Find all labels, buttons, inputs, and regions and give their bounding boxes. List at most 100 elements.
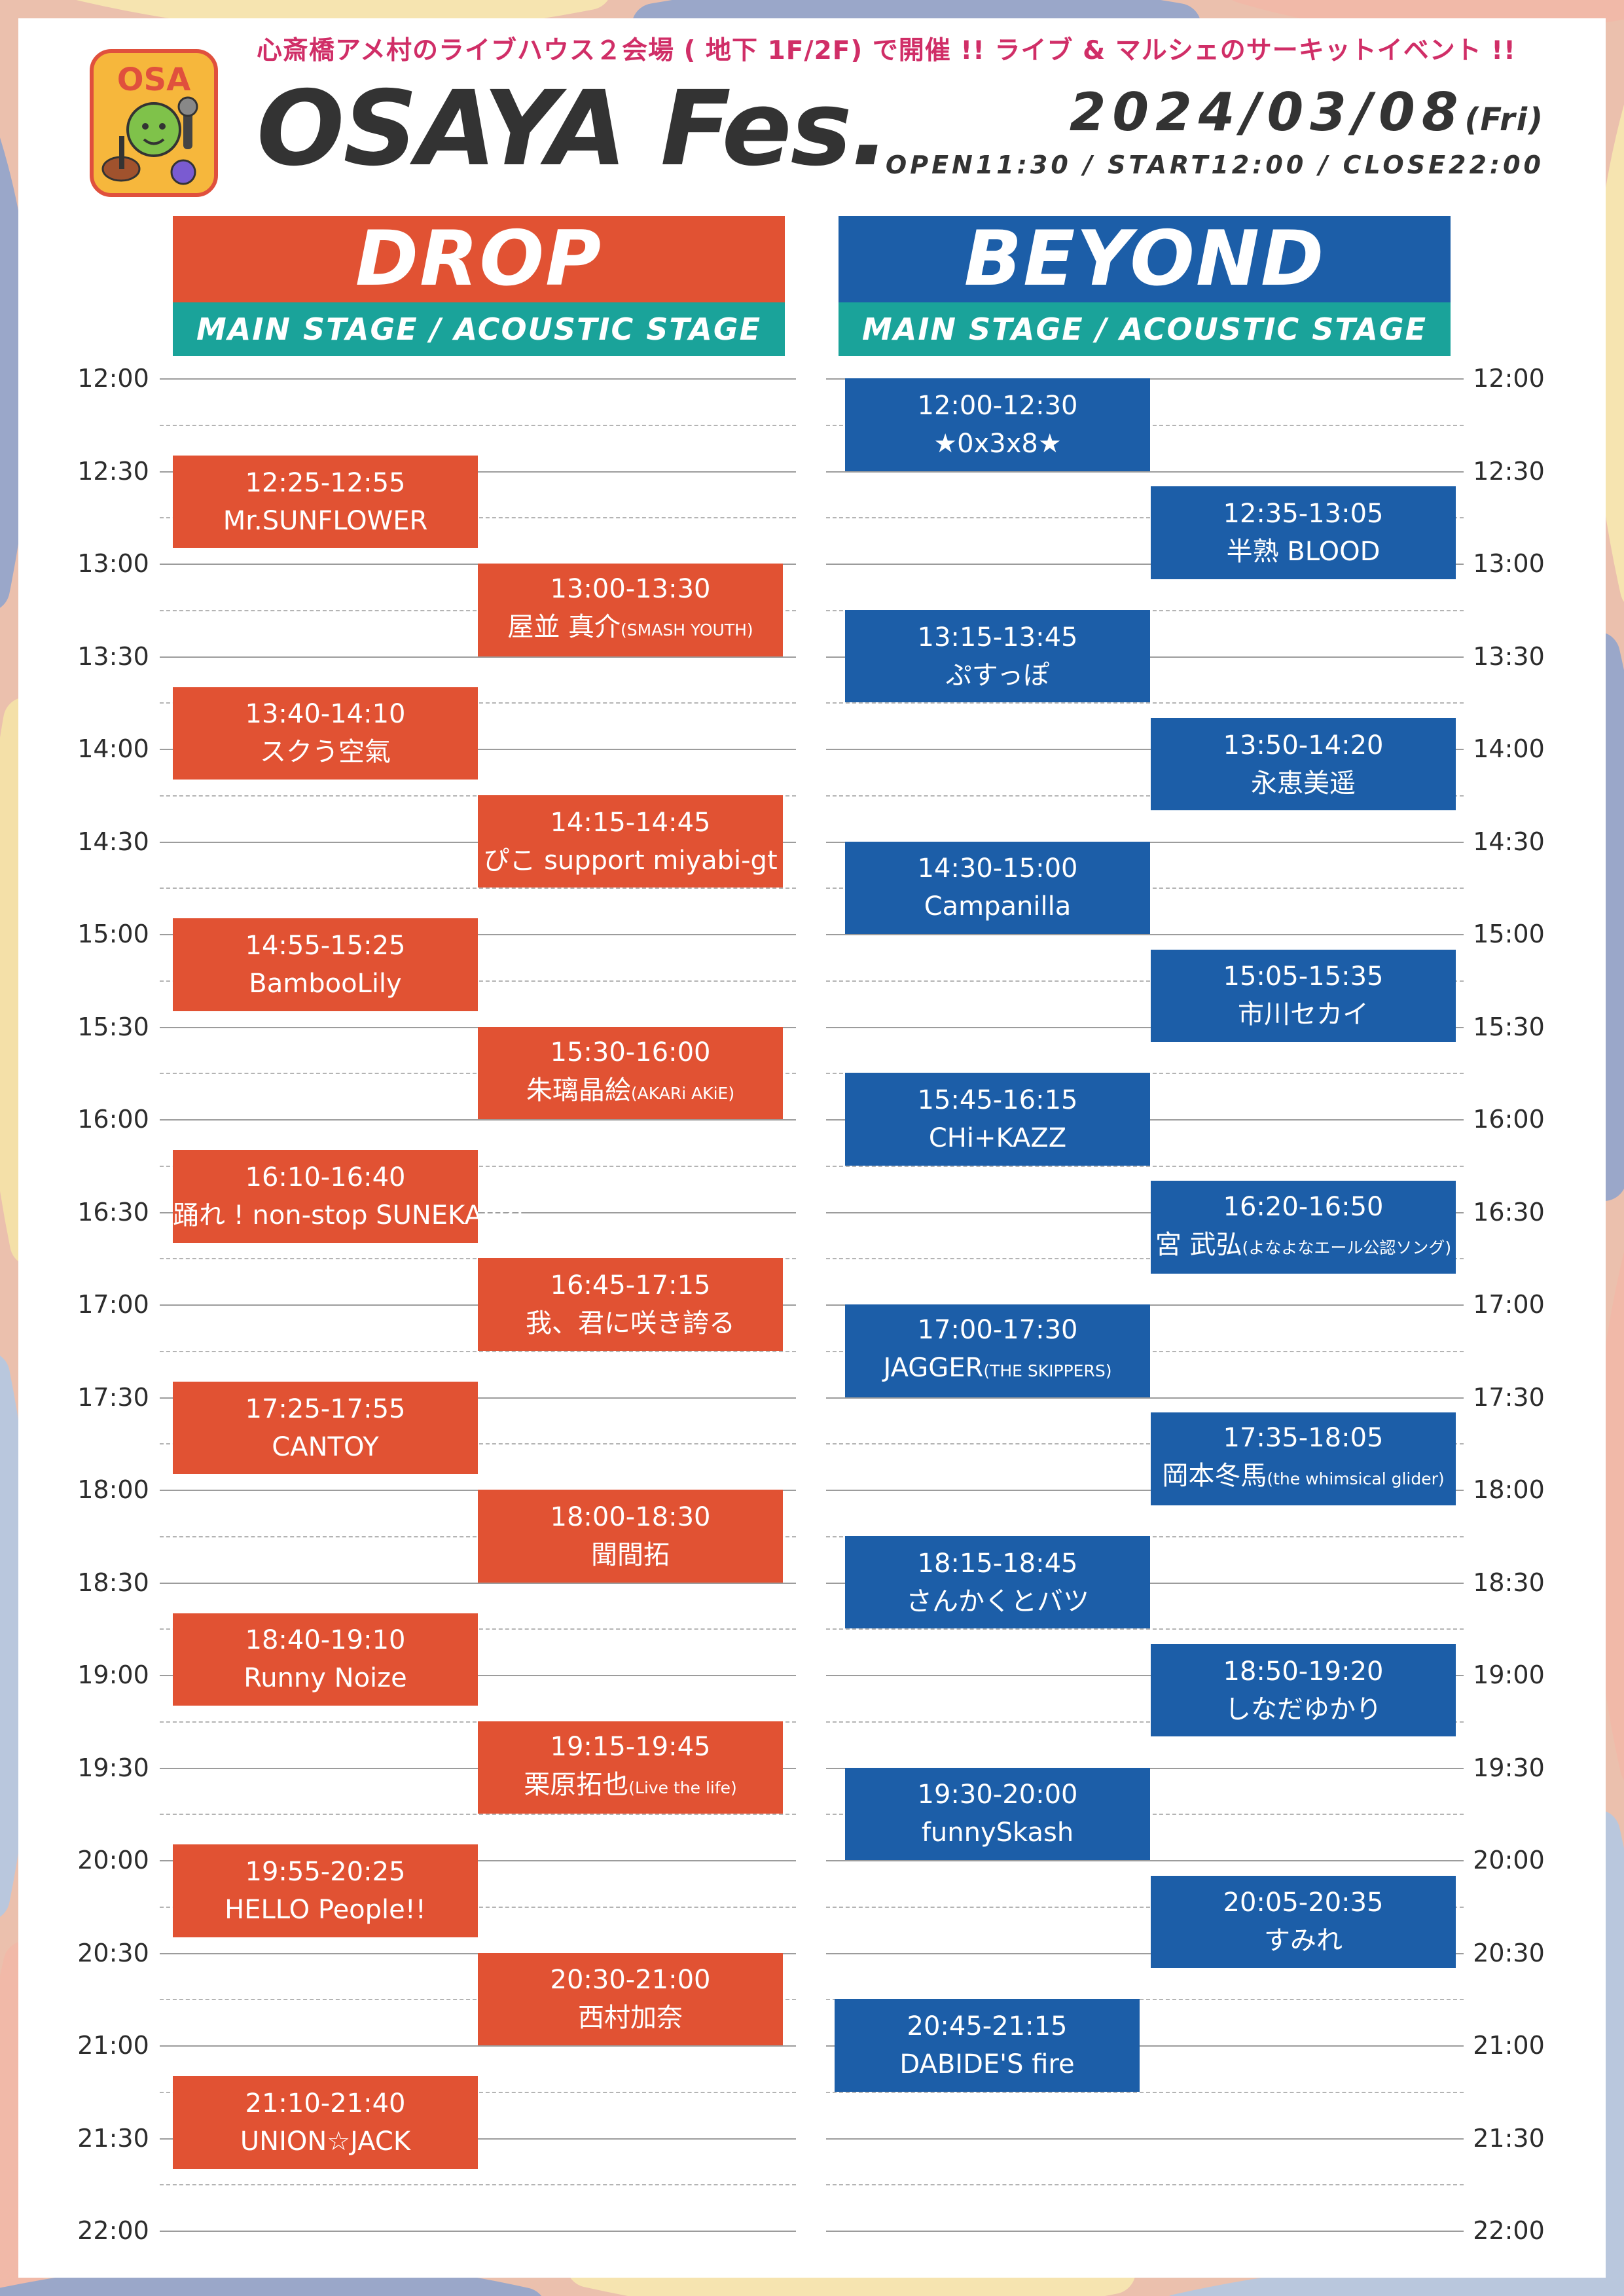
time-label-left: 16:30 xyxy=(77,1197,149,1227)
drop-slot: 13:40-14:10 スクう空氣 xyxy=(173,687,478,780)
hour-gridline xyxy=(826,1860,1464,1861)
artist-name: 踊れ ! non-stop SUNEKAJIRI xyxy=(173,1200,524,1230)
event-date: 2024/03/08(Fri) xyxy=(1070,86,1544,139)
slot-artist: Runny Noize xyxy=(173,1659,478,1697)
time-label-right: 20:30 xyxy=(1473,1938,1545,1967)
slot-artist: DABIDE'S fire xyxy=(835,2045,1140,2083)
time-label-left: 18:00 xyxy=(77,1475,149,1504)
time-label-left: 17:00 xyxy=(77,1290,149,1319)
drop-slot: 18:00-18:30 聞間拓 xyxy=(478,1490,783,1583)
slot-time: 13:50-14:20 xyxy=(1223,730,1384,761)
slot-time: 16:20-16:50 xyxy=(1223,1191,1384,1222)
drop-slot: 17:25-17:55 CANTOY xyxy=(173,1381,478,1475)
slot-artist: 朱璃晶絵(AKARi AKiE) xyxy=(478,1071,783,1113)
quarter-gridline xyxy=(826,1443,1464,1445)
quarter-gridline xyxy=(160,1906,796,1908)
time-label-right: 12:00 xyxy=(1473,364,1545,393)
event-title: OSAYA Fes. xyxy=(257,69,890,189)
quarter-gridline xyxy=(160,2091,796,2093)
time-label-right: 15:00 xyxy=(1473,920,1545,948)
artist-name: Runny Noize xyxy=(244,1663,407,1694)
artist-name: ★0x3x8★ xyxy=(933,428,1062,459)
slot-time: 17:25-17:55 xyxy=(245,1393,406,1424)
event-tagline: 心斎橋アメ村のライブハウス２会場 ( 地下 1F/2F) で開催 !! ライブ … xyxy=(257,36,1516,65)
time-label-left: 19:00 xyxy=(77,1660,149,1689)
artist-name: 屋並 真介 xyxy=(507,612,621,643)
quarter-gridline xyxy=(160,1443,796,1445)
time-label-left: 14:30 xyxy=(77,827,149,856)
drop-slot: 14:15-14:45 ぴこ support miyabi-gt xyxy=(478,795,783,888)
slot-time: 15:45-16:15 xyxy=(917,1085,1078,1115)
slot-artist: さんかくとバツ xyxy=(845,1583,1150,1621)
hour-gridline xyxy=(826,934,1464,935)
hour-gridline xyxy=(826,1675,1464,1676)
hour-gridline xyxy=(160,656,796,658)
hour-gridline xyxy=(826,471,1464,473)
hour-gridline xyxy=(826,749,1464,750)
hour-gridline xyxy=(160,471,796,473)
time-label-right: 16:30 xyxy=(1473,1197,1545,1227)
time-label-right: 15:30 xyxy=(1473,1012,1545,1041)
beyond-slot: 13:15-13:45 ぷすっぽ xyxy=(845,609,1150,703)
slot-time: 19:30-20:00 xyxy=(917,1780,1078,1810)
quarter-gridline xyxy=(160,888,796,889)
hour-gridline xyxy=(826,2138,1464,2140)
time-label-right: 17:30 xyxy=(1473,1382,1545,1412)
slot-artist: 岡本冬馬(the whimsical glider) xyxy=(1151,1457,1456,1498)
hour-gridline xyxy=(160,749,796,750)
quarter-gridline xyxy=(826,2091,1464,2093)
slot-artist: Mr.SUNFLOWER xyxy=(173,502,478,540)
quarter-gridline xyxy=(160,702,796,704)
slot-artist: 市川セカイ xyxy=(1151,996,1456,1033)
hour-gridline xyxy=(160,2045,796,2047)
time-label-right: 20:00 xyxy=(1473,1846,1545,1874)
slot-time: 17:00-17:30 xyxy=(917,1315,1078,1346)
quarter-gridline xyxy=(160,1350,796,1352)
slot-time: 14:55-15:25 xyxy=(245,931,406,961)
slot-time: 13:40-14:10 xyxy=(245,699,406,730)
slot-artist: 我、君に咲き誇る xyxy=(478,1304,783,1342)
time-label-left: 12:30 xyxy=(77,456,149,486)
artist-name: DABIDE'S fire xyxy=(899,2049,1075,2079)
mascot-guitar-microphone-icon: OSA xyxy=(90,49,218,197)
artist-name: Campanilla xyxy=(924,891,1072,922)
artist-name: funnySkash xyxy=(921,1818,1074,1848)
day-of-week: (Fri) xyxy=(1464,101,1544,138)
beyond-slot: 14:30-15:00 Campanilla xyxy=(845,841,1150,934)
slot-artist: ぴこ support miyabi-gt xyxy=(478,842,783,880)
time-label-left: 21:30 xyxy=(77,2123,149,2153)
time-label-right: 16:00 xyxy=(1473,1105,1545,1134)
artist-name: 市川セカイ xyxy=(1238,999,1369,1030)
artist-name: 我、君に咲き誇る xyxy=(526,1308,735,1338)
artist-name: Mr.SUNFLOWER xyxy=(223,505,428,536)
hour-gridline xyxy=(826,2045,1464,2047)
hour-gridline xyxy=(160,1582,796,1584)
quarter-gridline xyxy=(826,2184,1464,2186)
drop-slot: 19:55-20:25 HELLO People!! xyxy=(173,1844,478,1937)
drop-slot: 16:45-17:15 我、君に咲き誇る xyxy=(478,1258,783,1351)
quarter-gridline xyxy=(826,702,1464,704)
quarter-gridline xyxy=(826,1721,1464,1723)
event-times: OPEN11:30 / START12:00 / CLOSE22:00 xyxy=(885,151,1544,179)
slot-time: 17:35-18:05 xyxy=(1223,1423,1384,1454)
artist-note: (AKARi AKiE) xyxy=(630,1083,735,1103)
slot-time: 20:45-21:15 xyxy=(907,2011,1068,2041)
time-label-left: 21:00 xyxy=(77,2031,149,2060)
drop-slot: 12:25-12:55 Mr.SUNFLOWER xyxy=(173,455,478,548)
slot-artist: 聞間拓 xyxy=(478,1536,783,1574)
slot-time: 18:00-18:30 xyxy=(550,1501,711,1532)
beyond-slot: 17:35-18:05 岡本冬馬(the whimsical glider) xyxy=(1151,1412,1456,1505)
time-label-left: 13:30 xyxy=(77,641,149,671)
hour-gridline xyxy=(826,2231,1464,2232)
slot-artist: CANTOY xyxy=(173,1428,478,1466)
time-label-left: 22:00 xyxy=(77,2216,149,2245)
artist-note: (the whimsical glider) xyxy=(1267,1469,1445,1489)
beyond-slot: 15:45-16:15 CHi+KAZZ xyxy=(845,1073,1150,1166)
slot-time: 20:30-21:00 xyxy=(550,1965,711,1996)
slot-time: 14:30-15:00 xyxy=(917,853,1078,884)
slot-artist: 半熟 BLOOD xyxy=(1151,533,1456,571)
time-label-right: 14:30 xyxy=(1473,827,1545,856)
slot-time: 12:00-12:30 xyxy=(917,390,1078,421)
hour-gridline xyxy=(826,564,1464,565)
slot-artist: 宮 武弘(よなよなエール公認ソング) xyxy=(1151,1226,1456,1267)
